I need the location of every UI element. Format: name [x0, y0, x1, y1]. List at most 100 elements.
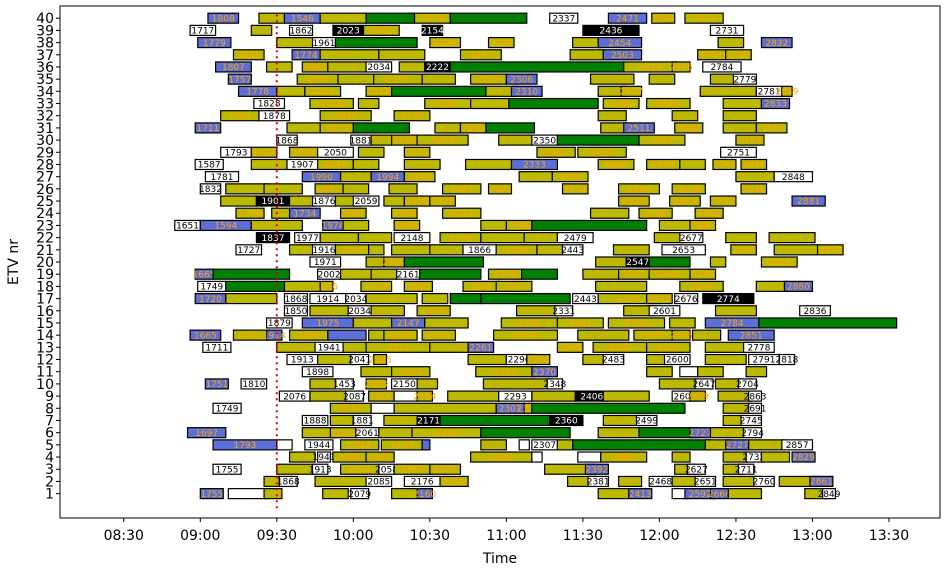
task-label: 1651 [176, 222, 199, 232]
task-label: 2296 [508, 356, 531, 366]
y-tick-label: 24 [36, 206, 54, 222]
task-bar [470, 97, 510, 110]
task-label: 2627 [685, 465, 708, 475]
task-label: 2278 [431, 197, 454, 207]
task-bar [416, 390, 434, 402]
task-bar [531, 402, 686, 414]
task-bar [309, 256, 342, 268]
task-label: 2312 [494, 368, 517, 378]
task-bar [758, 317, 898, 329]
task-label: 1755 [216, 465, 239, 475]
task-label: 2200 [422, 307, 445, 317]
task-label: 2151 [387, 75, 410, 85]
task-label: 2031 [334, 112, 357, 122]
task-label: 2113 [367, 88, 390, 98]
task-bar [748, 402, 763, 414]
task-bar [350, 353, 370, 366]
task-label: 1837 [262, 234, 285, 244]
task-bar [602, 97, 640, 110]
task-bar [748, 390, 763, 402]
task-bar [480, 219, 507, 232]
task-label: 2023 [337, 27, 360, 37]
task-bar [250, 24, 273, 36]
task-label: 1594 [214, 222, 237, 232]
task-label: 2570 [622, 197, 645, 207]
task-bar [383, 329, 418, 341]
task-bar [674, 292, 699, 305]
task-label: 1587 [198, 161, 221, 171]
task-label: 2727 [689, 429, 712, 439]
task-bar [607, 317, 666, 329]
task-bar [447, 390, 500, 402]
task-bar [319, 110, 372, 122]
task-label: 1978 [306, 75, 329, 85]
task-label: 2227 [434, 465, 457, 475]
task-bar [597, 488, 630, 500]
y-tick-label: 32 [36, 109, 54, 125]
y-tick-label: 18 [36, 279, 54, 295]
task-bar [390, 366, 431, 378]
task-bar [429, 244, 464, 256]
task-bar [189, 24, 217, 36]
task-bar [357, 146, 385, 158]
task-bar [742, 341, 775, 353]
task-label: 1888 [304, 417, 327, 427]
task-bar [600, 451, 648, 463]
task-label: 2203 [450, 185, 473, 195]
task-bar [628, 488, 653, 500]
task-bar [783, 280, 814, 292]
task-label: 2147 [397, 319, 420, 329]
task-label: 2863 [744, 392, 767, 402]
task-label: 2344 [518, 319, 541, 329]
task-bar [266, 317, 293, 329]
y-tick-label: 10 [36, 377, 54, 393]
task-label: 1941 [313, 453, 336, 463]
task-label: 1990 [310, 173, 333, 183]
task-bar [429, 195, 456, 207]
task-bar [421, 24, 444, 36]
task-bar [556, 232, 594, 244]
task-label: 2350 [533, 136, 556, 146]
task-label: 2381 [587, 478, 610, 488]
task-bar [390, 207, 418, 219]
task-bar [671, 451, 691, 463]
task-label: 2704 [736, 380, 759, 390]
task-bar [199, 183, 222, 195]
y-tick-label: 15 [36, 316, 54, 332]
task-label: 2247 [436, 100, 459, 110]
task-bar [467, 353, 507, 366]
task-bar [694, 378, 714, 390]
task-bar [352, 317, 393, 329]
task-label: 1944 [307, 441, 330, 451]
task-bar [258, 110, 291, 122]
task-label: 2847 [760, 124, 783, 134]
task-bar [651, 12, 676, 24]
task-label: 2778 [747, 344, 770, 354]
y-tick-label: 1 [45, 487, 54, 503]
task-label: 1755 [200, 490, 223, 500]
task-label: 1793 [233, 441, 256, 451]
task-label: 2751 [727, 148, 750, 158]
task-label: 2784 [721, 319, 744, 329]
task-label: 2392 [585, 465, 608, 475]
task-label: 2128 [393, 136, 416, 146]
task-label: 2642 [691, 222, 714, 232]
task-bar [577, 329, 630, 341]
task-bar [760, 451, 791, 463]
task-bar [717, 36, 745, 49]
task-bar [429, 341, 469, 353]
task-bar [778, 353, 796, 366]
task-label: 2614 [657, 100, 680, 110]
y-tick-label: 37 [36, 48, 54, 64]
task-label: 2645 [658, 270, 681, 280]
task-bar [732, 73, 757, 85]
task-label: 1895 [370, 392, 393, 402]
task-bar [467, 341, 495, 353]
task-label: 2794 [741, 429, 764, 439]
task-bar [546, 378, 564, 390]
y-tick-label: 17 [36, 292, 54, 308]
task-bar [589, 207, 630, 219]
task-label: 2224 [431, 136, 454, 146]
task-label: 2360 [555, 417, 578, 427]
